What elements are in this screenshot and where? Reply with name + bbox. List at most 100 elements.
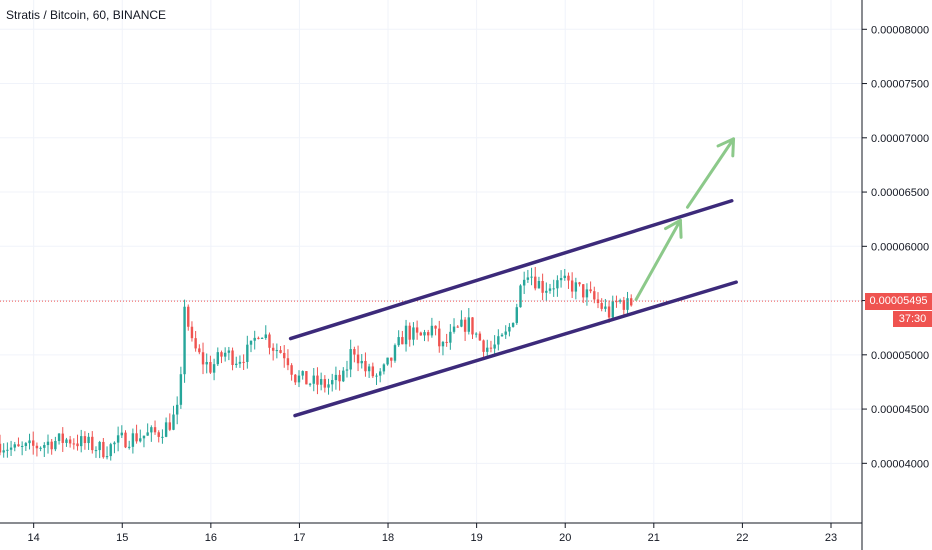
candle-body <box>622 300 626 310</box>
candle-body <box>375 375 378 377</box>
candle-body <box>275 350 279 352</box>
candle-body <box>404 325 408 345</box>
candle-body <box>611 301 614 318</box>
candle-body <box>271 347 275 351</box>
candle-body <box>290 365 293 375</box>
time-axis[interactable]: 14 15 16 17 18 19 20 21 22 23 <box>28 523 838 544</box>
candle-body <box>87 436 90 444</box>
candle-body <box>28 440 31 444</box>
candle-body <box>153 427 157 433</box>
candle-body <box>482 340 485 352</box>
candle-body <box>308 383 312 385</box>
candle-body <box>556 280 559 289</box>
candle-body <box>57 433 61 441</box>
candle-body <box>563 275 566 279</box>
candle-body <box>157 432 160 437</box>
time-tick-label: 19 <box>470 532 482 544</box>
candle-body <box>54 440 57 450</box>
candle-body <box>35 445 39 449</box>
trend-channel <box>288 198 738 418</box>
candle-body <box>526 277 530 280</box>
candle-body <box>268 334 271 348</box>
candle-body <box>423 332 426 336</box>
candle-body <box>534 276 537 289</box>
candle-body <box>412 327 415 340</box>
candle-body <box>46 441 50 446</box>
candle-body <box>9 447 13 450</box>
price-tick-label: 0.00004500 <box>871 404 929 416</box>
candle-body <box>279 350 282 353</box>
candle-body <box>582 284 585 298</box>
candle-body <box>98 441 101 451</box>
candle-body <box>338 374 341 382</box>
candle-body <box>441 341 445 347</box>
price-tick-label: 0.00007500 <box>871 79 929 91</box>
price-tick-label: 0.00007000 <box>871 133 929 145</box>
candle-body <box>150 427 153 433</box>
candle-body <box>323 379 327 388</box>
candle-body <box>194 338 197 349</box>
candle-body <box>463 319 467 332</box>
candle-body <box>489 347 493 349</box>
candle-body <box>353 349 356 355</box>
candle-body <box>460 319 463 327</box>
candle-body <box>379 371 382 376</box>
candle-body <box>537 281 541 289</box>
candle-body <box>238 361 242 364</box>
candle-body <box>24 443 28 446</box>
candle-body <box>257 337 260 339</box>
candle-body <box>456 326 459 328</box>
candle-body <box>146 432 149 436</box>
candle-body <box>264 334 267 338</box>
candle-body <box>13 444 16 448</box>
candle-body <box>545 290 548 293</box>
price-tick-label: 0.00004000 <box>871 458 929 470</box>
price-axis[interactable]: 0.000040000.000045000.000050000.00005500… <box>862 24 929 470</box>
candle-body <box>615 301 618 303</box>
time-tick-label: 20 <box>559 532 571 544</box>
candle-body <box>471 317 474 335</box>
candle-body <box>187 306 190 327</box>
candle-body <box>530 276 533 278</box>
candle-body <box>497 336 500 345</box>
candle-body <box>500 334 504 337</box>
candle-body <box>127 446 131 448</box>
candle-body <box>68 439 72 444</box>
candle-body <box>493 344 496 349</box>
candle-body <box>397 337 400 346</box>
candle-body <box>434 325 437 329</box>
candle-body <box>220 352 223 357</box>
candle-body <box>190 326 194 339</box>
candle-body <box>17 444 20 447</box>
candle-body <box>39 447 42 449</box>
candle-body <box>94 450 98 452</box>
candle-body <box>305 371 308 385</box>
candle-body <box>198 348 201 353</box>
current-price-badge: 0.00005495 <box>865 293 932 310</box>
candle-body <box>504 331 507 335</box>
candle-body <box>316 375 319 385</box>
candle-body <box>522 279 526 286</box>
candle-body <box>331 380 334 385</box>
candle-body <box>382 364 386 372</box>
candle-body <box>319 379 323 385</box>
candle-body <box>43 445 46 448</box>
candle-body <box>486 347 489 352</box>
time-tick-label: 22 <box>736 532 748 544</box>
candle-body <box>297 375 301 383</box>
candle-body <box>430 325 434 336</box>
candle-body <box>408 325 411 340</box>
candle-body <box>223 352 227 357</box>
candle-body <box>390 357 393 361</box>
candles <box>0 266 633 461</box>
time-tick-label: 21 <box>648 532 660 544</box>
candle-body <box>135 433 138 442</box>
arrow-head <box>716 137 736 158</box>
candle-body <box>32 440 35 446</box>
arrow-shaft <box>634 218 682 301</box>
candle-body <box>552 288 555 290</box>
candle-body <box>61 433 64 443</box>
price-tick-label: 0.00006500 <box>871 187 929 199</box>
candle-body <box>246 344 249 362</box>
